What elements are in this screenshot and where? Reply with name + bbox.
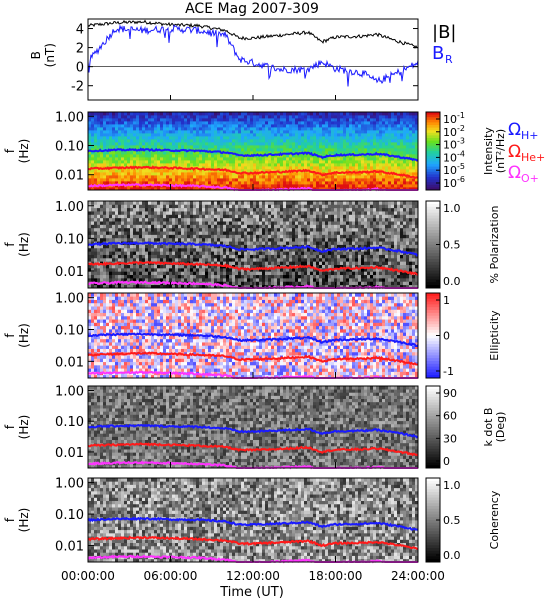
field-panel: 420-2B (nT)|B|B R (29, 18, 456, 101)
panel-label-intensity: (nT²/Hz) (494, 129, 507, 173)
field-ytick-label: 0 (76, 61, 84, 76)
field-ylabel-bottom: (nT) (43, 43, 57, 67)
panel-label-coherency: Coherency (488, 490, 501, 549)
panel-label-k-dot-b: (Deg) (494, 412, 507, 443)
freq-tick-label: 0.01 (55, 355, 84, 370)
colorbar-k-dot-b (425, 385, 441, 469)
colorbar-tick-label: 1 (443, 294, 450, 307)
freq-ylabel-top: f (3, 517, 17, 522)
freq-ylabel-top: f (3, 333, 17, 338)
colorbar-tick-label: 90 (443, 387, 457, 400)
colorbar-intensity (425, 111, 441, 191)
colorbar-tick-label: 0.0 (443, 275, 461, 288)
omega-he-line (87, 535, 419, 550)
legend-omega-sub-o: O+ (521, 172, 539, 185)
freq-tick-label: 1.00 (55, 384, 84, 399)
x-axis-label: Time (UT) (219, 585, 284, 600)
time-tick-label: 06:00:00 (144, 569, 198, 583)
omega-he-line (87, 165, 419, 180)
panel-polarization: 1.00 0.10 0.01 f (Hz) 1.0 0.5 0.0 % Polarization (3, 200, 501, 290)
panel-k-dot-b: 1.00 0.10 0.01 f (Hz) 90 60 30 0 k dot B (Deg) (3, 384, 507, 470)
freq-tick-label: 0.01 (55, 446, 84, 461)
colorbar-tick-label: 1.0 (443, 479, 461, 492)
colorbar-tick-label: 1.0 (443, 202, 461, 215)
field-panel-background (88, 19, 418, 100)
omega-he-line (87, 442, 419, 457)
legend-omega-o: Ω (508, 163, 521, 183)
freq-tick-label: 0.10 (55, 324, 84, 339)
time-tick-label: 12:00:00 (226, 569, 280, 583)
omega-h-line (87, 241, 419, 257)
time-tick-label: 00:00:00 (61, 569, 115, 583)
colorbar-tick-label: 60 (443, 410, 457, 423)
colorbar-tick-label: -1 (443, 365, 454, 378)
omega-he-line (87, 351, 418, 366)
freq-ylabel-top: f (3, 148, 17, 153)
colorbar-tick-label: 30 (443, 432, 457, 445)
omega-h-line (87, 516, 419, 531)
legend-omega-h: Ω (508, 120, 521, 140)
colorbar-tick-label: 0.5 (443, 239, 461, 252)
freq-ylabel-bottom: (Hz) (17, 415, 31, 440)
colorbar-tick-label: 0.0 (443, 549, 461, 562)
freq-tick-label: 1.00 (55, 477, 84, 492)
legend-omega-he: Ω (508, 142, 521, 162)
legend-omega-sub-h: H+ (521, 129, 539, 142)
freq-tick-label: 1.00 (55, 110, 84, 125)
colorbar-tick-label: 0 (443, 330, 450, 343)
time-tick-label: 18:00:00 (309, 569, 363, 583)
field-ytick-label: 2 (76, 42, 84, 57)
panel-coherency: 1.00 0.10 0.01 f (Hz) 1.0 0.5 0.0 Coherency (3, 477, 501, 564)
legend-b-abs: |B| (432, 22, 456, 43)
figure-title: ACE Mag 2007-309 (185, 1, 319, 17)
field-ytick-label: 4 (76, 23, 84, 38)
freq-tick-label: 0.10 (55, 232, 84, 247)
legend-omega-sub-he: He+ (521, 151, 545, 164)
time-axis: 00:00:00 06:00:00 12:00:00 18:00:00 24:00:00 (61, 569, 445, 583)
colorbar-tick-label: 0.5 (443, 514, 461, 527)
freq-ylabel-top: f (3, 424, 17, 429)
panel-ellipticity: 1.00 0.10 0.01 f (Hz) 1 0 -1 Ellipticity (3, 292, 501, 380)
freq-tick-label: 0.10 (55, 415, 84, 430)
freq-tick-label: 1.00 (55, 200, 84, 215)
freq-ylabel-bottom: (Hz) (17, 508, 31, 533)
field-series-b-abs (87, 19, 419, 50)
omega-he-line (87, 260, 419, 276)
panel-label-ellipticity: Ellipticity (488, 310, 501, 361)
freq-ylabel-bottom: (Hz) (17, 139, 31, 164)
freq-ylabel-bottom: (Hz) (17, 232, 31, 257)
field-ylabel-top: B (29, 51, 43, 59)
field-series-b-r (87, 24, 419, 87)
freq-tick-label: 0.01 (55, 540, 84, 555)
legend-b-r: B (432, 43, 444, 64)
colorbar-tick-label: 0 (443, 455, 450, 468)
omega-h-line (87, 332, 419, 347)
freq-tick-label: 0.10 (55, 139, 84, 154)
time-tick-label: 24:00:00 (391, 569, 445, 583)
omega-h-line (87, 147, 419, 162)
panel-label-intensity: Intensity (482, 127, 495, 175)
panel-label-k-dot-b: k dot B (482, 408, 495, 447)
omega-h-line (87, 423, 419, 439)
panels-group: 420-2B (nT)|B|B R1.000.100.01f (Hz)10-110-2… (3, 18, 545, 564)
colorbar-tick-label: 10-6 (443, 175, 465, 190)
freq-ylabel-top: f (3, 242, 17, 247)
freq-tick-label: 0.01 (55, 169, 84, 184)
freq-ylabel-bottom: (Hz) (17, 323, 31, 348)
cyclotron-legend: Ω H+Ω He+Ω O+ (508, 120, 545, 185)
panel-intensity: 1.000.100.01f (Hz)10-110-210-310-410-510-… (3, 110, 507, 192)
field-ytick-label: -2 (71, 80, 84, 95)
freq-tick-label: 0.01 (55, 265, 84, 280)
freq-tick-label: 1.00 (55, 292, 84, 307)
freq-tick-label: 0.10 (55, 508, 84, 523)
panel-label-polarization: % Polarization (488, 206, 501, 284)
legend-b-r-sub: R (445, 53, 453, 66)
